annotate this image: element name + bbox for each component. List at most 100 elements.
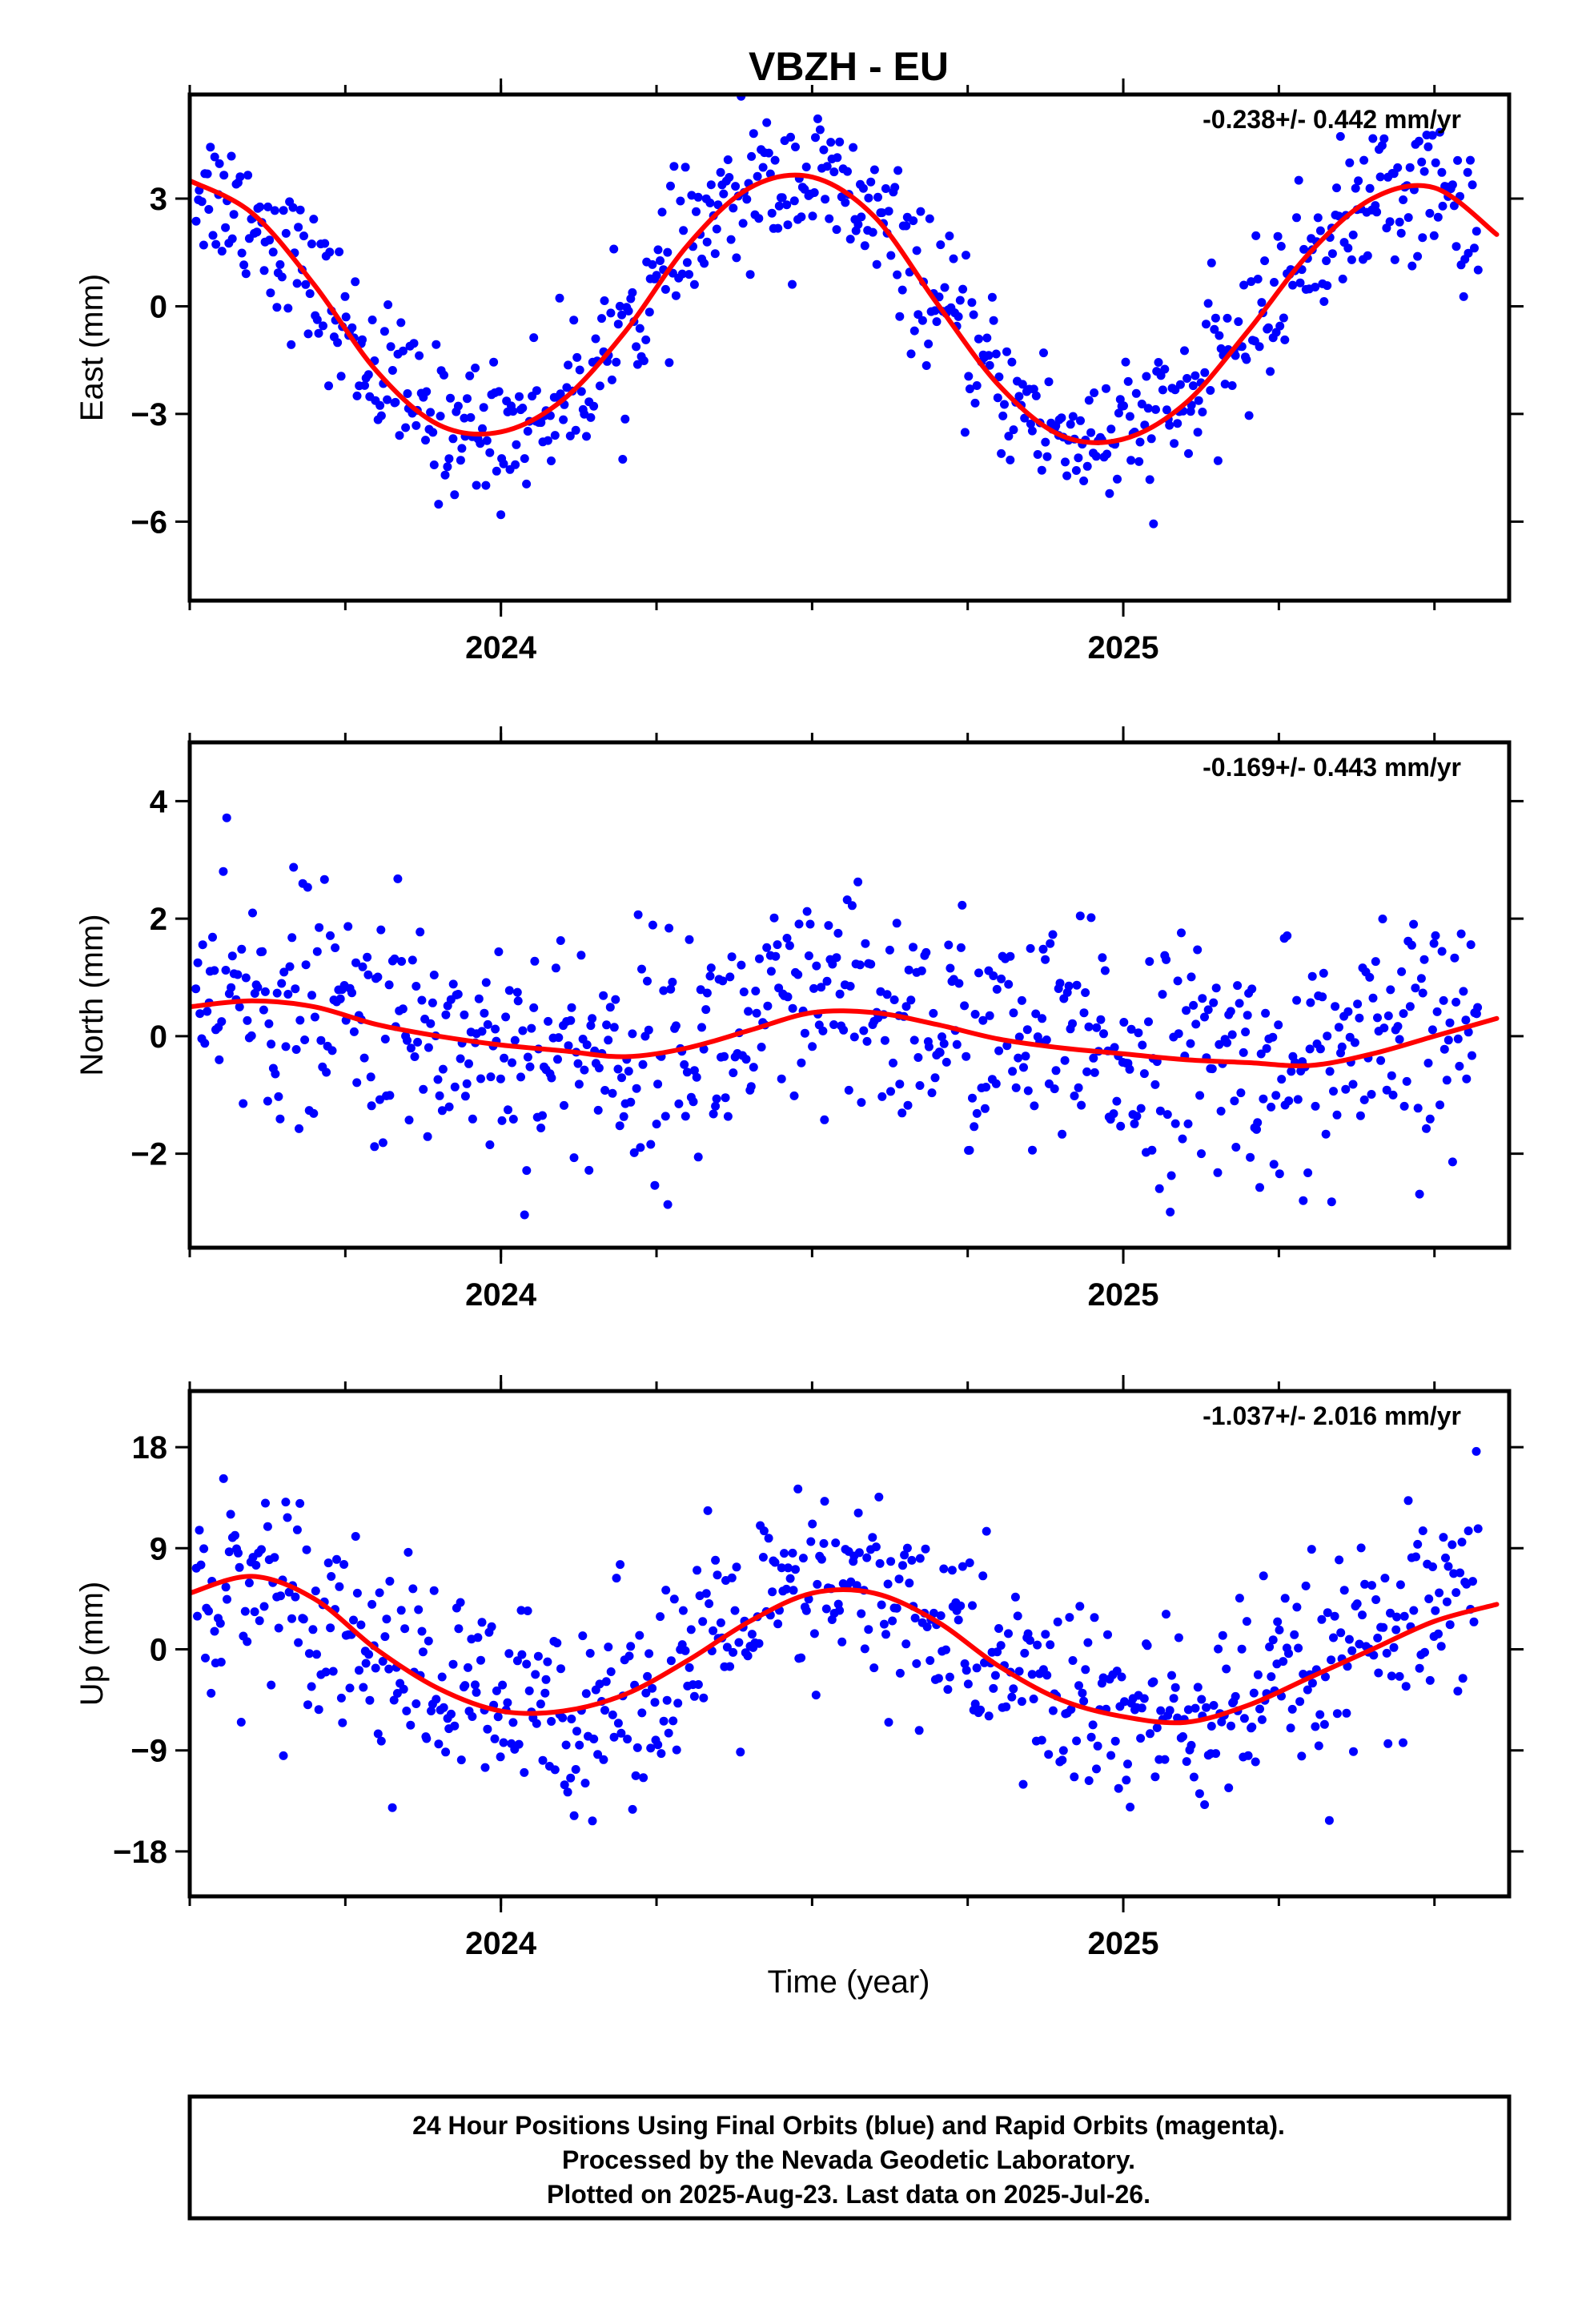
data-point [465, 371, 475, 380]
data-point [802, 907, 812, 916]
data-point [555, 293, 564, 303]
data-point [573, 1059, 583, 1068]
data-point [1327, 1197, 1336, 1207]
data-point [477, 1027, 487, 1036]
data-point [886, 1557, 896, 1566]
data-point [206, 143, 215, 152]
data-point [1428, 1562, 1437, 1571]
data-point [560, 1100, 568, 1110]
data-point [731, 182, 741, 191]
data-point [620, 414, 630, 424]
data-point [1117, 1672, 1126, 1682]
data-point [540, 1688, 550, 1698]
data-point [982, 333, 992, 343]
data-point [472, 1687, 481, 1697]
data-point [1126, 1803, 1135, 1811]
data-point [543, 436, 552, 445]
data-point [970, 1010, 980, 1019]
data-point [543, 1657, 552, 1667]
data-point [659, 1716, 669, 1726]
data-point [289, 862, 299, 872]
data-point [1173, 1713, 1182, 1723]
data-point [638, 1059, 648, 1069]
data-point [652, 271, 661, 280]
data-point [536, 1124, 546, 1132]
data-point [1019, 1063, 1028, 1072]
data-point [739, 987, 749, 997]
data-point [551, 963, 560, 973]
data-point [234, 1548, 243, 1558]
data-point [872, 259, 881, 269]
data-point [414, 1605, 424, 1614]
data-point [1397, 967, 1407, 976]
data-point [1174, 1633, 1183, 1642]
x-tick-label: 2024 [465, 1277, 537, 1313]
data-point [1096, 1015, 1106, 1024]
data-point [1193, 1683, 1203, 1692]
data-point [227, 983, 236, 992]
data-point [307, 991, 316, 1000]
data-point [429, 460, 439, 469]
data-point [466, 412, 476, 422]
data-point [600, 296, 609, 305]
data-point [801, 1606, 811, 1615]
data-point [436, 412, 445, 421]
data-point [916, 207, 926, 216]
data-point [550, 1765, 560, 1775]
data-point [637, 964, 646, 974]
data-point [416, 927, 425, 937]
data-point [437, 1672, 447, 1682]
data-point [929, 1008, 938, 1018]
data-point [644, 1025, 653, 1035]
data-point [1253, 1670, 1263, 1679]
data-point [974, 334, 983, 344]
data-point [974, 968, 983, 978]
data-point [371, 1663, 380, 1673]
data-point [901, 1639, 911, 1649]
data-point [208, 231, 218, 240]
data-point [1081, 988, 1090, 997]
data-point [1319, 1719, 1329, 1729]
data-point [1233, 981, 1243, 991]
data-point [314, 1705, 323, 1715]
data-point [428, 428, 438, 437]
data-point [385, 1577, 395, 1586]
data-point [316, 1035, 326, 1045]
data-point [1086, 428, 1096, 437]
data-point [453, 990, 463, 999]
data-point [1389, 1642, 1399, 1652]
data-point [982, 1526, 991, 1536]
data-point [516, 1606, 526, 1615]
data-point [1256, 1049, 1266, 1059]
data-point [692, 207, 701, 216]
data-point [628, 1804, 637, 1814]
data-point [665, 358, 674, 368]
data-point [553, 1055, 562, 1064]
data-point [193, 958, 203, 967]
data-point [617, 310, 627, 320]
data-point [904, 965, 913, 975]
data-point [917, 966, 926, 975]
data-point [552, 1638, 562, 1648]
data-point [1226, 1007, 1235, 1016]
data-point [599, 991, 608, 1000]
data-point [1375, 172, 1385, 182]
data-point [408, 955, 417, 965]
data-point [943, 1685, 953, 1695]
data-point [666, 181, 675, 191]
data-point [255, 202, 265, 211]
data-point [589, 401, 599, 411]
data-point [1021, 1051, 1030, 1061]
data-point [1014, 1053, 1023, 1063]
data-point [1084, 1776, 1094, 1785]
data-point [211, 239, 221, 249]
data-point [1086, 1732, 1096, 1742]
data-point [197, 197, 207, 207]
data-point [1367, 1581, 1376, 1590]
data-point [566, 1015, 576, 1025]
data-point [1305, 1044, 1315, 1054]
data-point [1014, 392, 1024, 401]
data-point [1472, 227, 1481, 236]
data-point [1077, 1100, 1086, 1110]
data-point [938, 1032, 946, 1042]
